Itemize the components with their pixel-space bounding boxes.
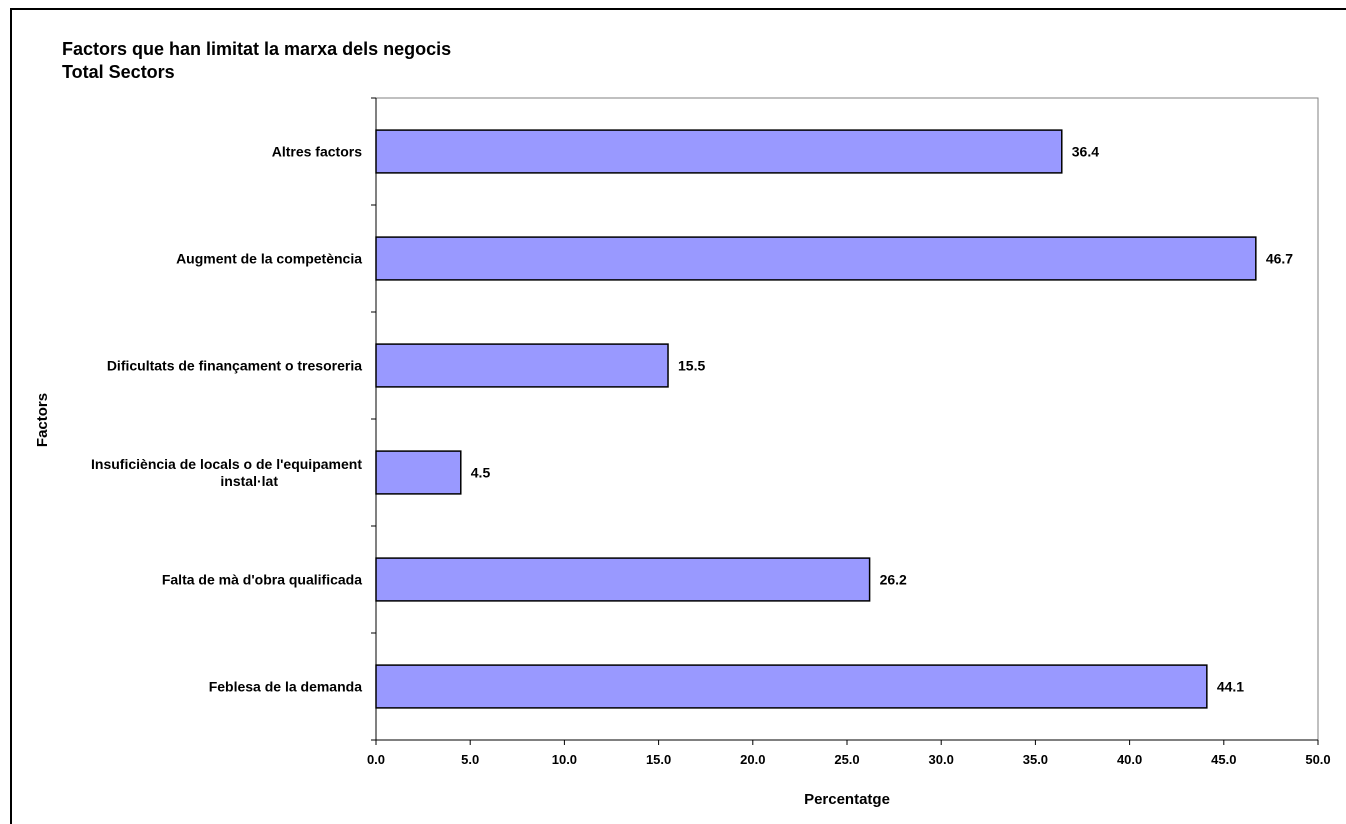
x-tick-label: 45.0 xyxy=(1211,752,1236,767)
category-label: Dificultats de finançament o tresoreria xyxy=(107,358,362,374)
data-label: 15.5 xyxy=(678,358,705,374)
x-axis-title: Percentatge xyxy=(804,791,890,808)
x-tick-label: 10.0 xyxy=(552,752,577,767)
category-label: Altres factors xyxy=(272,144,362,160)
chart-title: Factors que han limitat la marxa dels ne… xyxy=(62,39,451,59)
chart-subtitle: Total Sectors xyxy=(62,62,175,82)
data-label: 36.4 xyxy=(1072,144,1099,160)
bar xyxy=(375,343,669,388)
x-tick-label: 35.0 xyxy=(1023,752,1048,767)
category-label: Feblesa de la demanda xyxy=(209,679,362,695)
data-label: 46.7 xyxy=(1266,251,1293,267)
category-label: Augment de la competència xyxy=(176,251,362,267)
bar xyxy=(375,557,871,602)
data-label: 4.5 xyxy=(471,465,491,481)
x-tick-label: 50.0 xyxy=(1305,752,1330,767)
y-axis-title: Factors xyxy=(34,393,51,447)
data-label: 44.1 xyxy=(1217,679,1244,695)
x-tick-label: 15.0 xyxy=(646,752,671,767)
chart-marks: 0.0 5.0 10.0 15.0 20.0 25.0 30.0 35.0 40.0 45.0 50… xyxy=(91,97,1331,767)
category-label: Insuficiència de locals o de l'equipamen… xyxy=(91,456,362,489)
x-tick-label: 5.0 xyxy=(461,752,479,767)
bar xyxy=(375,664,1208,709)
data-label: 26.2 xyxy=(880,572,907,588)
x-tick-label: 0.0 xyxy=(367,752,385,767)
x-tick-label: 20.0 xyxy=(740,752,765,767)
bar xyxy=(375,129,1063,174)
bar xyxy=(375,236,1257,281)
x-tick-label: 30.0 xyxy=(929,752,954,767)
x-tick-label: 40.0 xyxy=(1117,752,1142,767)
x-tick-label: 25.0 xyxy=(834,752,859,767)
bar xyxy=(375,450,462,495)
category-label: Falta de mà d'obra qualificada xyxy=(162,572,362,588)
plot-area xyxy=(375,97,1319,741)
